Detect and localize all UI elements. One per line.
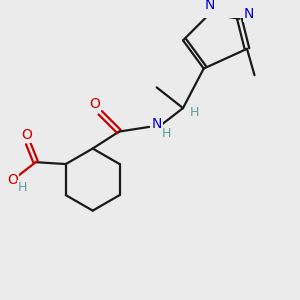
Text: H: H	[190, 106, 199, 119]
Text: H: H	[161, 127, 171, 140]
Text: H: H	[18, 181, 27, 194]
Text: O: O	[89, 97, 100, 111]
Text: O: O	[8, 173, 19, 187]
Text: N: N	[204, 0, 214, 12]
Text: N: N	[244, 7, 254, 21]
Text: O: O	[21, 128, 32, 142]
Text: N: N	[152, 117, 162, 131]
